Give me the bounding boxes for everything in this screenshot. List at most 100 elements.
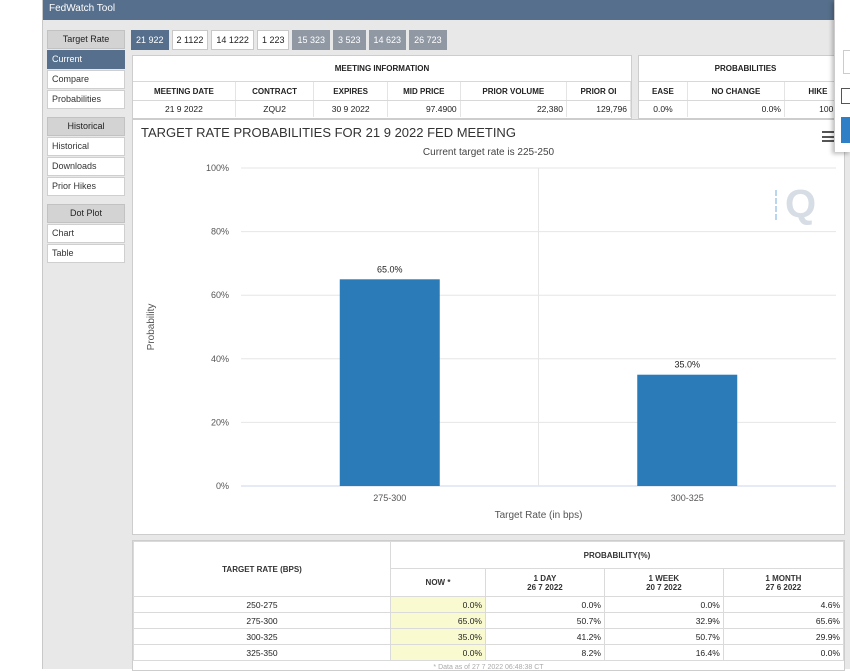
cell-1-day: 50.7% — [485, 612, 605, 629]
probabilities-heading: PROBABILITIES — [639, 56, 850, 82]
cell-1-month: 4.6% — [722, 596, 844, 613]
sidebar: Target Rate Current Compare Probabilitie… — [47, 30, 125, 264]
cell-now: 35.0% — [390, 628, 486, 645]
tab-meeting[interactable]: 14 1222 — [211, 30, 254, 50]
header-prior-volume: PRIOR VOLUME — [460, 82, 567, 101]
sidebar-item-prior-hikes[interactable]: Prior Hikes — [47, 177, 125, 196]
x-axis-title: Target Rate (in bps) — [495, 510, 583, 521]
cell-target-rate: 250-275 — [133, 596, 391, 613]
tab-meeting[interactable]: 21 922 — [131, 30, 169, 50]
y-tick-label: 60% — [211, 290, 229, 300]
cell-now: 0.0% — [390, 644, 486, 661]
y-axis-title: Probability — [146, 304, 157, 351]
y-tick-label: 80% — [211, 227, 229, 237]
data-label: 35.0% — [674, 360, 700, 370]
tab-meeting[interactable]: 14 623 — [368, 30, 407, 50]
x-tick-label: 275-300 — [373, 493, 406, 503]
cell-1-month: 65.6% — [722, 612, 844, 629]
sidebar-group-dot-plot[interactable]: Dot Plot — [47, 204, 125, 223]
value-meeting-date: 21 9 2022 — [133, 100, 236, 117]
cell-1-day: 0.0% — [485, 596, 605, 613]
header-prior-oi: PRIOR OI — [566, 82, 632, 101]
sidebar-item-current[interactable]: Current — [47, 50, 125, 69]
cell-now: 0.0% — [390, 596, 486, 613]
cell-1-day: 41.2% — [485, 628, 605, 645]
bar — [637, 374, 738, 486]
y-tick-label: 40% — [211, 354, 229, 364]
tab-meeting[interactable]: 15 323 — [292, 30, 330, 50]
cell-1-week: 50.7% — [603, 628, 724, 645]
header-contract: CONTRACT — [235, 82, 315, 101]
value-contract: ZQU2 — [235, 100, 315, 117]
header-expires: EXPIRES — [313, 82, 388, 101]
chart-title: TARGET RATE PROBABILITIES FOR 21 9 2022 … — [141, 125, 516, 140]
bar — [339, 279, 440, 486]
sidebar-group-target-rate[interactable]: Target Rate — [47, 30, 125, 49]
data-label: 65.0% — [377, 264, 403, 274]
value-hike: 100.0% — [784, 100, 850, 117]
y-tick-label: 20% — [211, 417, 229, 427]
cell-target-rate: 325-350 — [133, 644, 391, 661]
sidebar-group-historical[interactable]: Historical — [47, 117, 125, 136]
cell-1-week: 0.0% — [603, 596, 724, 613]
header-meeting-date: MEETING DATE — [133, 82, 236, 101]
value-prior-volume: 22,380 — [460, 100, 567, 117]
x-tick-label: 300-325 — [671, 493, 704, 503]
table-row: 250-275 0.0% 0.0% 0.0% 4.6% — [133, 596, 844, 613]
tab-meeting[interactable]: 2 1122 — [171, 30, 209, 50]
header-1-day: 1 DAY 26 7 2022 — [485, 568, 605, 597]
cell-1-week: 32.9% — [603, 612, 724, 629]
header-1-week: 1 WEEK 20 7 2022 — [603, 568, 724, 597]
header-now: NOW * — [390, 568, 486, 597]
value-mid-price: 97.4900 — [387, 100, 461, 117]
meeting-information-heading: MEETING INFORMATION — [133, 56, 631, 82]
sidebar-item-table[interactable]: Table — [47, 244, 125, 263]
cell-1-month: 0.0% — [722, 644, 844, 661]
tab-meeting[interactable]: 1 223 — [256, 30, 290, 50]
sidebar-item-historical[interactable]: Historical — [47, 137, 125, 156]
cell-target-rate: 300-325 — [133, 628, 391, 645]
y-tick-label: 0% — [216, 481, 229, 491]
popup-button[interactable] — [841, 117, 850, 143]
header-mid-price: MID PRICE — [387, 82, 461, 101]
meeting-information-table: MEETING DATE CONTRACT EXPIRES MID PRICE … — [133, 82, 632, 117]
table-row: 300-325 35.0% 41.2% 50.7% 29.9% — [133, 628, 844, 645]
cell-1-day: 8.2% — [485, 644, 605, 661]
header-hike: HIKE — [784, 82, 850, 101]
value-expires: 30 9 2022 — [313, 100, 388, 117]
header-ease: EASE — [639, 82, 688, 101]
cell-1-week: 16.4% — [603, 644, 724, 661]
probabilities-panel: PROBABILITIES EASE NO CHANGE HIKE 0.0% 0… — [638, 55, 850, 119]
popup-field[interactable] — [843, 50, 850, 74]
popup-checkbox[interactable] — [841, 88, 850, 104]
tab-meeting[interactable]: 26 723 — [409, 30, 447, 50]
chart-menu-icon[interactable] — [822, 131, 836, 142]
sidebar-item-chart[interactable]: Chart — [47, 224, 125, 243]
header-no-change: NO CHANGE — [687, 82, 785, 101]
rate-probability-table: TARGET RATE (BPS) PROBABILITY(%) NOW * 1… — [133, 541, 844, 661]
sidebar-item-probabilities[interactable]: Probabilities — [47, 90, 125, 109]
meeting-information-panel: MEETING INFORMATION MEETING DATE CONTRAC… — [132, 55, 632, 119]
sidebar-item-downloads[interactable]: Downloads — [47, 157, 125, 176]
meeting-tabs: 21 922 2 1122 14 1222 1 223 15 323 3 523… — [131, 30, 450, 50]
sidebar-item-compare[interactable]: Compare — [47, 70, 125, 89]
header-target-rate: TARGET RATE (BPS) — [133, 541, 391, 597]
chart-panel: TARGET RATE PROBABILITIES FOR 21 9 2022 … — [132, 119, 845, 535]
cell-1-month: 29.9% — [722, 628, 844, 645]
bar-chart: 0% 20% 40% 60% 80% 100% 65.0% 275-300 35.0% 300-3… — [146, 163, 836, 521]
probabilities-table: EASE NO CHANGE HIKE 0.0% 0.0% 100.0% — [639, 82, 850, 117]
table-row: 275-300 65.0% 50.7% 32.9% 65.6% — [133, 612, 844, 629]
data-timestamp-footnote: * Data as of 27 7 2022 06:48:38 CT — [433, 664, 544, 671]
quikstrike-logo: Q — [775, 182, 816, 227]
tab-meeting[interactable]: 3 523 — [333, 30, 366, 50]
rate-probability-panel: TARGET RATE (BPS) PROBABILITY(%) NOW * 1… — [132, 540, 845, 671]
overlay-popup[interactable] — [834, 0, 850, 152]
app-title-bar: FedWatch Tool — [43, 0, 850, 20]
y-tick-label: 100% — [206, 163, 229, 173]
value-prior-oi: 129,796 — [566, 100, 632, 117]
value-no-change: 0.0% — [687, 100, 785, 117]
cell-target-rate: 275-300 — [133, 612, 391, 629]
value-ease: 0.0% — [639, 100, 688, 117]
header-1-month: 1 MONTH 27 6 2022 — [722, 568, 844, 597]
table-row: 325-350 0.0% 8.2% 16.4% 0.0% — [133, 644, 844, 661]
